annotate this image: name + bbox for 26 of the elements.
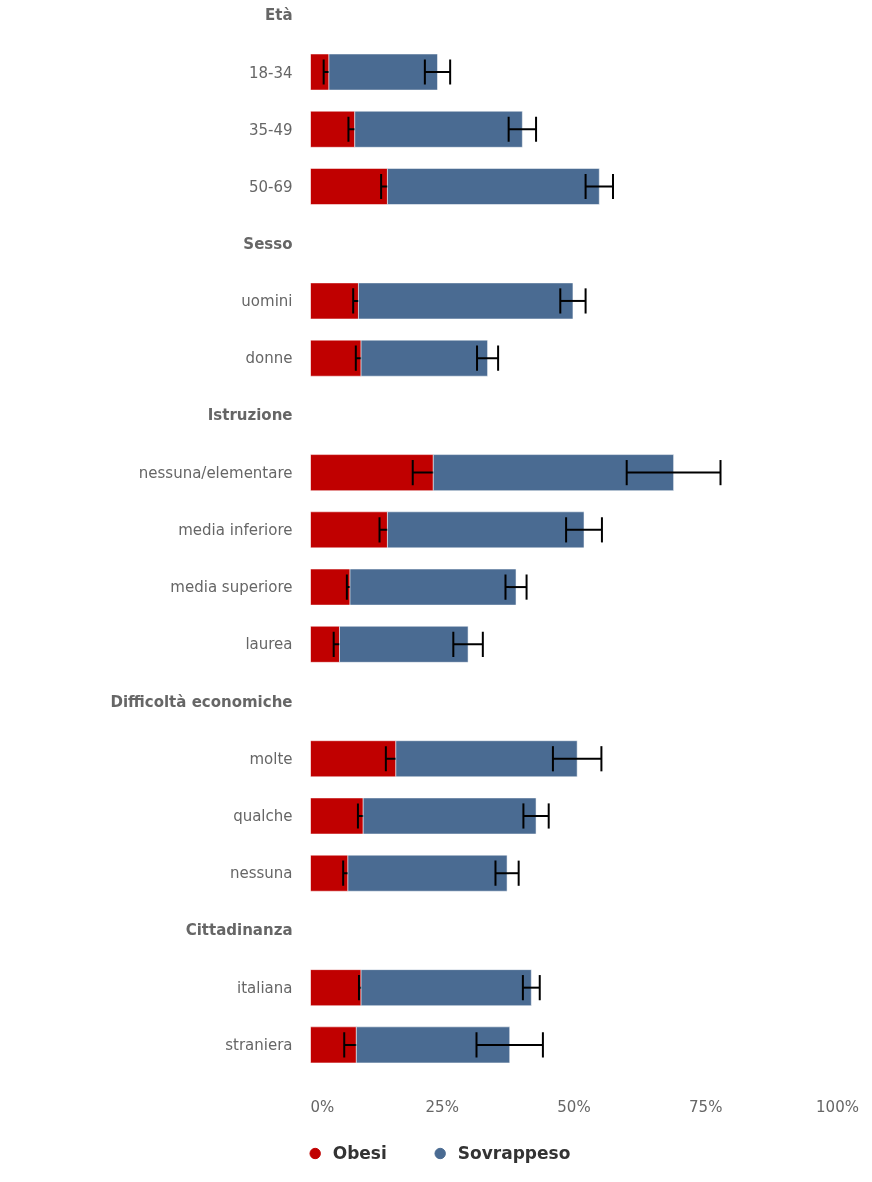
x-tick-label: 25% (425, 1097, 459, 1116)
x-tick-label: 0% (310, 1097, 335, 1116)
y-tick-label: laurea (245, 635, 293, 654)
y-tick-label: Cittadinanza (185, 921, 293, 940)
y-tick-label: Sesso (243, 234, 293, 253)
y-tick-label: italiana (237, 978, 293, 997)
y-tick-label: straniera (225, 1035, 293, 1054)
y-tick-label: molte (249, 749, 293, 768)
y-tick-label: nessuna (229, 864, 293, 883)
y-tick-label: Istruzione (207, 406, 293, 425)
y-tick-label: 50-69 (248, 178, 293, 197)
y-tick-label: media superiore (170, 578, 293, 597)
y-tick-label: 35-49 (248, 121, 293, 140)
y-tick-label: nessuna/elementare (138, 463, 293, 482)
x-tick-label: 50% (557, 1097, 591, 1116)
y-tick-label: media inferiore (178, 520, 293, 539)
legend-label: Obesi (332, 1143, 387, 1163)
y-tick-label: donne (245, 349, 293, 368)
y-tick-label: Difficoltà economiche (110, 692, 293, 711)
x-tick-label: 100% (816, 1097, 859, 1116)
x-tick-label: 75% (689, 1097, 723, 1116)
y-tick-label: 18-34 (248, 64, 293, 83)
y-tick-label: Età (264, 5, 293, 24)
y-tick-label: uomini (241, 291, 293, 310)
legend-label: Sovrappeso (457, 1143, 571, 1163)
y-tick-label: qualche (233, 806, 293, 825)
